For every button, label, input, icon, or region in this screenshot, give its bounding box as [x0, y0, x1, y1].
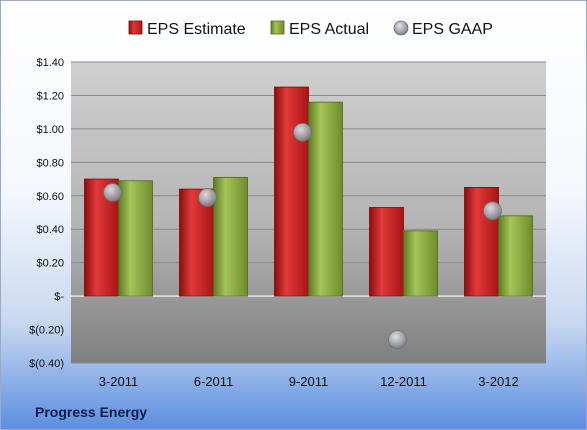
- y-tick-label: $1.20: [36, 90, 64, 102]
- eps-estimate-bar: [179, 188, 214, 297]
- eps-actual-bar: [118, 180, 153, 297]
- legend-gaap-swatch: [393, 20, 409, 36]
- x-tick-label: 3-2012: [478, 374, 518, 389]
- x-tick-label: 3-2011: [99, 374, 139, 389]
- legend-actual-swatch: [270, 20, 285, 35]
- legend-estimate-swatch: [128, 20, 143, 35]
- eps-actual-bar: [498, 215, 533, 297]
- eps-gaap-marker: [103, 183, 122, 202]
- bars: [84, 86, 533, 297]
- eps-estimate-bar: [274, 86, 309, 297]
- y-tick-label: $(0.40): [29, 358, 64, 370]
- legend-label: EPS Actual: [289, 21, 369, 38]
- y-tick-label: $0.20: [36, 258, 64, 270]
- eps-actual-bar: [308, 101, 343, 297]
- y-tick-label: $-: [54, 291, 64, 303]
- y-tick-label: $1.40: [36, 57, 64, 69]
- eps-gaap-marker: [198, 188, 217, 207]
- eps-estimate-bar: [369, 207, 404, 297]
- y-axis: $1.40 $1.20 $1.00 $0.80 $0.60 $0.40 $0.20 $- $(0…: [29, 57, 64, 370]
- x-tick-label: 12-2011: [380, 374, 427, 389]
- eps-actual-bar: [213, 176, 248, 297]
- y-tick-label: $0.80: [36, 157, 64, 169]
- y-tick-label: $(0.20): [29, 325, 64, 337]
- eps-gaap-marker: [293, 122, 312, 142]
- y-tick-label: $1.00: [36, 124, 64, 136]
- gaap-markers: [103, 122, 502, 349]
- legend: EPS Estimate EPS Actual EPS GAAP: [128, 20, 493, 38]
- x-axis: 3-2011 6-2011 9-2011 12-2011 3-2012: [99, 374, 519, 389]
- company-label: Progress Energy: [35, 404, 148, 420]
- legend-label: EPS GAAP: [412, 21, 493, 38]
- eps-actual-bar: [403, 230, 438, 297]
- eps-gaap-marker: [388, 330, 407, 349]
- eps-gaap-marker: [483, 201, 502, 221]
- x-tick-label: 6-2011: [194, 374, 234, 389]
- y-tick-label: $0.40: [36, 224, 64, 236]
- x-tick-label: 9-2011: [289, 374, 329, 389]
- legend-label: EPS Estimate: [147, 21, 246, 38]
- y-tick-label: $0.60: [36, 191, 64, 203]
